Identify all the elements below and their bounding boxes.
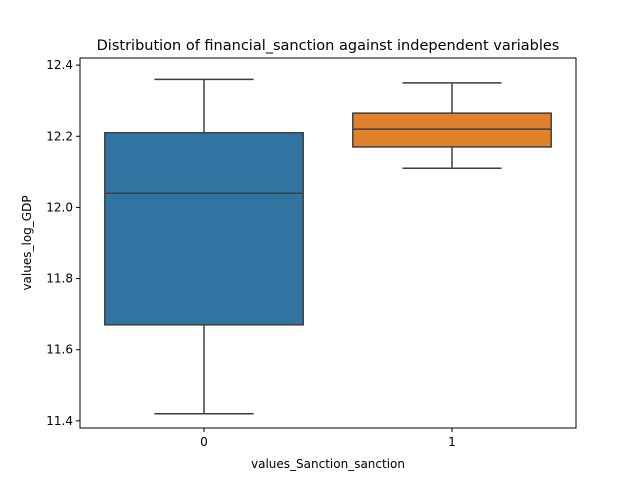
x-axis-title: values_Sanction_sanction [251,457,405,471]
y-tick-label: 12.2 [46,129,73,143]
box-group-1 [352,82,552,170]
y-tick-label: 12.0 [46,200,73,214]
x-tick-label: 1 [448,435,456,449]
y-axis: 11.4 11.6 11.8 12.0 12.2 12.4 [46,58,80,428]
y-tick-label: 12.4 [46,58,73,72]
iqr-box [104,131,304,326]
y-tick-label: 11.8 [46,272,73,286]
x-tick-label: 0 [200,435,208,449]
boxes-layer [104,78,552,415]
y-tick-label: 11.4 [46,414,73,428]
plot-frame [79,57,577,429]
box-group-0 [104,78,304,415]
y-tick-label: 11.6 [46,343,73,357]
chart-title: Distribution of financial_sanction again… [97,38,560,54]
iqr-box [352,112,552,148]
y-axis-title: values_log_GDP [20,195,34,290]
